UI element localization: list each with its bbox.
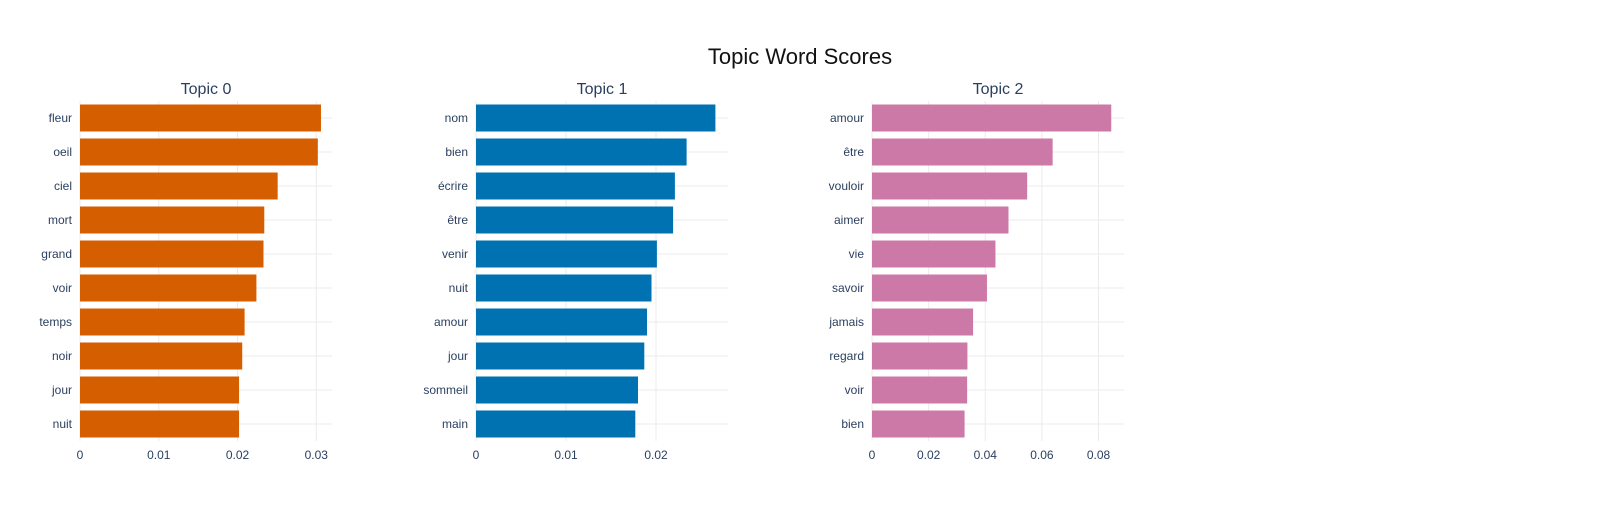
topic-2-category-label: amour: [830, 111, 864, 125]
topic-1-bar: [476, 274, 652, 302]
topic-0-category-label: mort: [48, 213, 73, 227]
topic-2-category-label: aimer: [834, 213, 864, 227]
topic-0-bar: [80, 410, 240, 438]
topic-2-category-label: vouloir: [829, 179, 864, 193]
chart-panels: Topic 0 0 0.01 0.02 0.03 fleur oeil ciel mort gra…: [39, 81, 1124, 462]
topic-1-bar: [476, 172, 675, 200]
topic-1-x-tick-label: 0.01: [554, 448, 578, 462]
topic-2-x-tick-label: 0.02: [917, 448, 941, 462]
topic-1-x-tick-label: 0: [473, 448, 480, 462]
topic-1-category-label: nom: [445, 111, 468, 125]
topic-0-bar: [80, 240, 264, 268]
topic-0-bar: [80, 172, 278, 200]
topic-0-bar: [80, 308, 245, 336]
topic-1-category-label: main: [442, 417, 468, 431]
topic-2-bar: [872, 138, 1053, 166]
topic-0-category-label: nuit: [53, 417, 73, 431]
topic-2-category-label: vie: [849, 247, 865, 261]
topic-2-bar: [872, 376, 968, 404]
topic-0-x-tick-label: 0: [77, 448, 84, 462]
topic-0-category-label: voir: [53, 281, 72, 295]
topic-1-category-label: amour: [434, 315, 468, 329]
topic-0-title: Topic 0: [181, 81, 232, 98]
topic-1-panel: Topic 1 0 0.01 0.02 nom bien écrire être venir nu…: [423, 81, 728, 462]
topic-2-bar: [872, 308, 974, 336]
topic-0-bar: [80, 138, 318, 166]
topic-0-x-tick-label: 0.02: [226, 448, 250, 462]
topic-0-category-label: grand: [41, 247, 72, 261]
topic-2-title: Topic 2: [973, 81, 1024, 98]
topic-1-bar: [476, 308, 647, 336]
topic-2-category-label: savoir: [832, 281, 864, 295]
topic-0-bar: [80, 104, 321, 132]
topic-0-category-label: jour: [51, 383, 72, 397]
topic-1-category-label: jour: [447, 349, 468, 363]
topic-0-category-label: ciel: [54, 179, 72, 193]
topic-1-bar: [476, 138, 687, 166]
topic-1-bar: [476, 104, 716, 132]
topic-0-bar: [80, 342, 243, 370]
topic-2-category-label: bien: [841, 417, 864, 431]
topic-2-bar: [872, 240, 996, 268]
topic-1-title: Topic 1: [577, 81, 628, 98]
topic-2-x-tick-label: 0.06: [1030, 448, 1054, 462]
topic-2-bar: [872, 274, 987, 302]
topic-1-category-label: sommeil: [423, 383, 468, 397]
topic-2-bar: [872, 410, 965, 438]
topic-2-x-tick-label: 0.08: [1087, 448, 1111, 462]
topic-2-x-tick-label: 0.04: [974, 448, 998, 462]
topic-1-bar: [476, 410, 636, 438]
topic-1-bar: [476, 376, 638, 404]
topic-1-category-label: bien: [445, 145, 468, 159]
topic-1-x-tick-label: 0.02: [644, 448, 668, 462]
topic-2-bar: [872, 206, 1009, 234]
topic-0-bar: [80, 376, 240, 404]
topic-0-category-label: oeil: [53, 145, 72, 159]
topic-2-category-label: jamais: [828, 315, 864, 329]
topic-1-bar: [476, 240, 657, 268]
topic-0-bar: [80, 274, 257, 302]
topic-2-category-label: être: [843, 145, 864, 159]
chart-title: Topic Word Scores: [708, 44, 892, 69]
topic-2-category-label: regard: [829, 349, 864, 363]
topic-1-category-label: venir: [442, 247, 468, 261]
topic-2-category-label: voir: [845, 383, 864, 397]
topic-2-panel: Topic 2 0 0.02 0.04 0.06 0.08 amour être vouloir…: [828, 81, 1124, 462]
topic-1-bar: [476, 206, 674, 234]
topic-2-bar: [872, 104, 1112, 132]
topic-1-category-label: nuit: [449, 281, 469, 295]
topic-1-category-label: être: [447, 213, 468, 227]
topic-0-panel: Topic 0 0 0.01 0.02 0.03 fleur oeil ciel mort gra…: [39, 81, 332, 462]
topic-2-bar: [872, 342, 968, 370]
topic-0-category-label: temps: [39, 315, 72, 329]
topic-2-x-tick-label: 0: [869, 448, 876, 462]
topic-1-category-label: écrire: [438, 179, 468, 193]
topic-0-x-tick-label: 0.01: [147, 448, 171, 462]
topic-0-category-label: noir: [52, 349, 72, 363]
topic-0-category-label: fleur: [49, 111, 72, 125]
topic-0-x-tick-label: 0.03: [305, 448, 329, 462]
topic-0-bar: [80, 206, 265, 234]
topic-1-bar: [476, 342, 645, 370]
topic-2-bar: [872, 172, 1028, 200]
